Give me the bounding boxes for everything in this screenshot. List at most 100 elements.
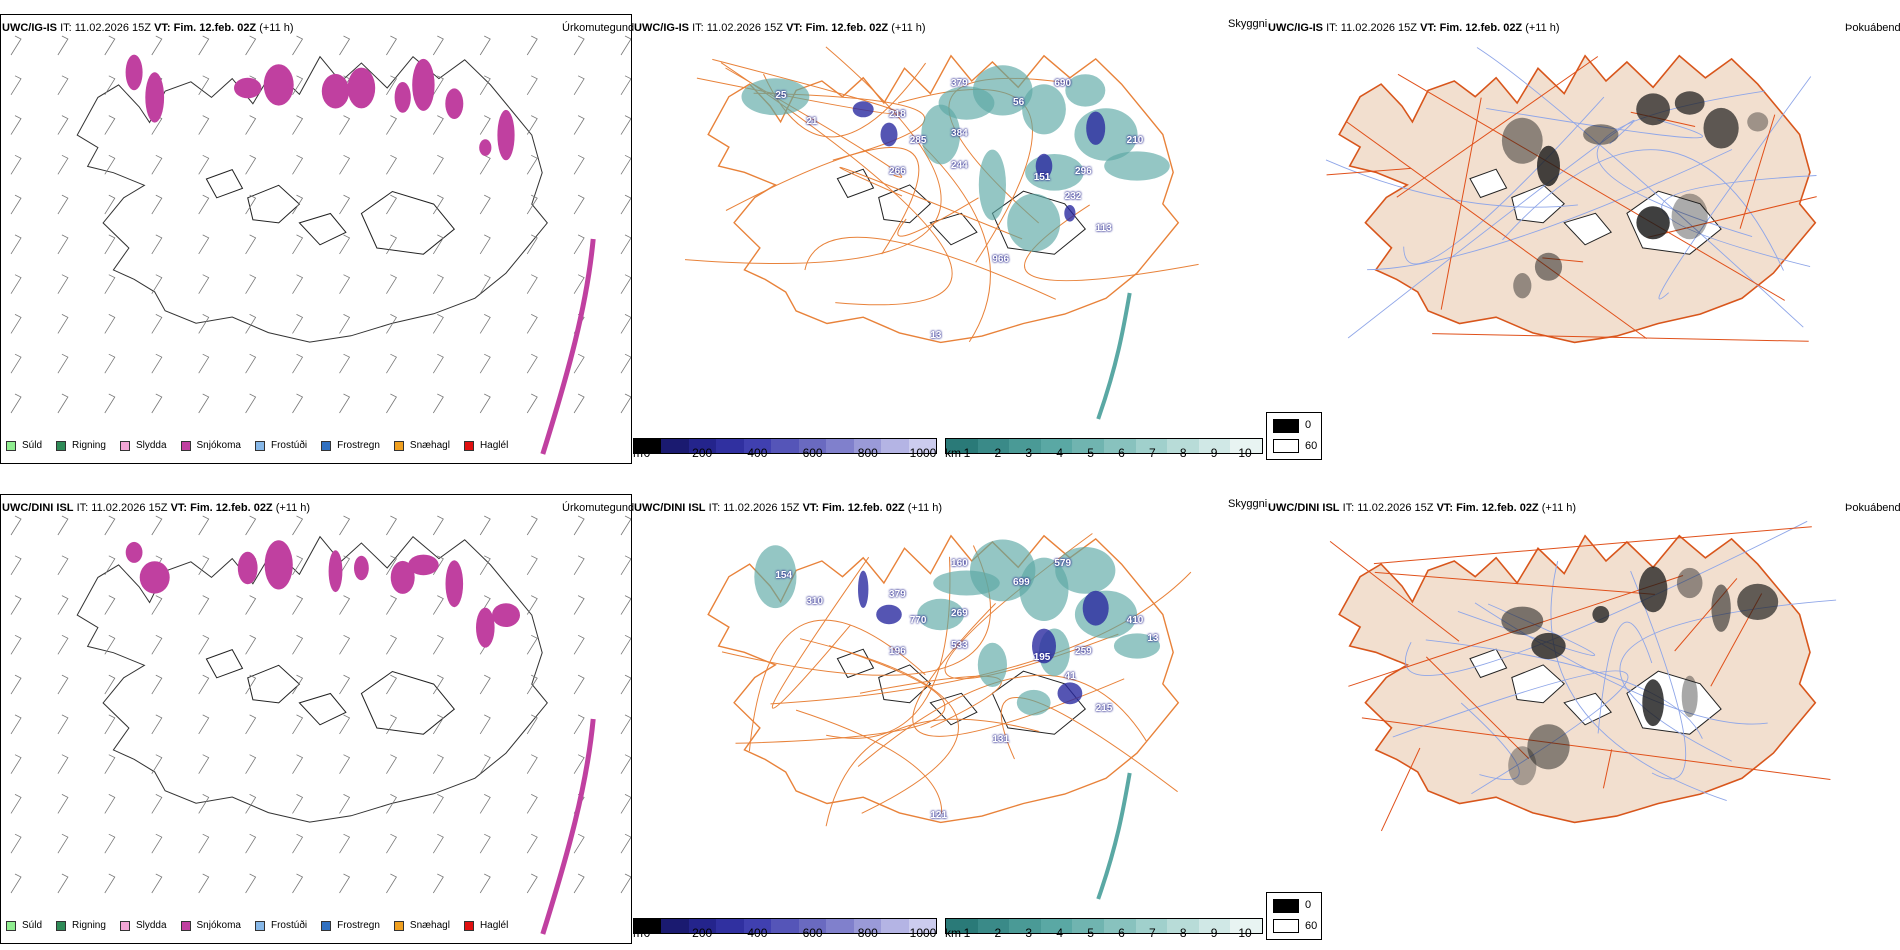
wind-barb bbox=[245, 634, 257, 655]
cloud-base-label: 244 bbox=[951, 159, 968, 171]
panel-title: UWC/IG-IS IT: 11.02.2026 15Z VT: Fim. 12… bbox=[634, 22, 926, 34]
glacier-outline bbox=[991, 190, 1087, 255]
wind-barb bbox=[573, 75, 585, 96]
colorbar-segment bbox=[1072, 919, 1104, 933]
wind-barb bbox=[386, 555, 397, 576]
wind-barb bbox=[10, 35, 22, 56]
wind-barb bbox=[620, 234, 631, 255]
road-line bbox=[770, 571, 1192, 705]
fog-indicator-area bbox=[1747, 112, 1769, 132]
wind-barb bbox=[198, 754, 210, 774]
colorbar-segment bbox=[1198, 919, 1231, 933]
wind-barb bbox=[479, 115, 491, 135]
it-label: IT: bbox=[692, 22, 704, 34]
cloud-base-label: 196 bbox=[889, 646, 906, 657]
wind-barb bbox=[292, 393, 304, 414]
wind-barb bbox=[386, 794, 397, 814]
cover-panel-bottom bbox=[1262, 494, 1900, 944]
cloud-base-label: 966 bbox=[992, 254, 1010, 266]
cloud-panel-bottom: 579 379 160 699 770 269 533 410 196 195 259 41 215 13… bbox=[632, 494, 1262, 944]
wind-barb bbox=[151, 794, 163, 814]
colorbar-tick-label: 6 bbox=[1118, 926, 1125, 940]
wind-barb bbox=[573, 754, 585, 774]
snow-precip-area bbox=[476, 607, 495, 648]
field-name-precip-type: Úrkomutegund bbox=[562, 502, 635, 514]
river-line bbox=[1367, 149, 1733, 271]
low-visibility-area bbox=[1055, 547, 1116, 594]
colorbar-segment bbox=[688, 439, 717, 453]
wind-barb bbox=[57, 794, 69, 814]
wind-barb bbox=[620, 873, 631, 894]
low-cloud-base-area bbox=[1086, 111, 1106, 145]
road-line bbox=[1739, 114, 1776, 229]
colorbar-segment bbox=[1230, 919, 1262, 933]
wind-barb bbox=[245, 274, 257, 294]
wind-barb bbox=[339, 35, 351, 56]
wind-barb bbox=[620, 35, 631, 56]
low-visibility-area bbox=[754, 545, 797, 609]
fog-indicator-area bbox=[1737, 583, 1779, 620]
colorbar-segment bbox=[853, 919, 882, 933]
glacier-outline bbox=[360, 190, 456, 255]
cloud-base-label: 379 bbox=[951, 77, 968, 89]
cloud-base-label: 269 bbox=[951, 608, 968, 620]
low-cloud-base-area bbox=[876, 604, 902, 625]
cloud-base-label: 259 bbox=[1075, 646, 1092, 657]
panel-title: UWC/DINI ISL IT: 11.02.2026 15Z VT: Fim.… bbox=[634, 502, 942, 514]
wind-barb bbox=[104, 595, 116, 615]
low-visibility-area bbox=[978, 149, 1006, 221]
model-name: UWC/IG-IS bbox=[1268, 22, 1323, 34]
glacier-outline bbox=[929, 692, 978, 726]
wind-barb bbox=[386, 194, 397, 215]
wind-barb bbox=[151, 154, 163, 175]
snow-precip-area bbox=[139, 561, 170, 594]
colorbar-segment bbox=[908, 439, 936, 453]
wind-barb bbox=[526, 35, 538, 56]
wind-barb bbox=[292, 274, 304, 294]
legend-swatch bbox=[180, 440, 191, 451]
wind-barb bbox=[339, 314, 351, 334]
colorbar-tick-label: 9 bbox=[1210, 926, 1218, 940]
wind-barb bbox=[198, 674, 210, 695]
wind-barb bbox=[479, 794, 491, 814]
wind-barb bbox=[151, 314, 163, 334]
glacier-outline bbox=[878, 664, 932, 704]
wind-barb bbox=[57, 75, 69, 96]
snow-precip-area bbox=[390, 560, 415, 594]
wind-barb bbox=[292, 115, 304, 135]
wind-barb bbox=[198, 595, 210, 615]
legend-min-label: 0 bbox=[1305, 899, 1312, 911]
wind-barb bbox=[245, 873, 257, 894]
glacier-outline bbox=[929, 212, 978, 246]
colorbar-segment bbox=[661, 919, 689, 933]
wind-barb bbox=[245, 353, 257, 374]
wind-barb bbox=[432, 674, 444, 695]
legend-swatch bbox=[119, 440, 130, 451]
wind-barb bbox=[57, 274, 69, 294]
wind-barb bbox=[151, 515, 163, 536]
vt-value: Fim. 12.feb. 02Z bbox=[173, 22, 257, 34]
wind-barb bbox=[245, 515, 257, 536]
wind-barb bbox=[386, 674, 397, 695]
river-line bbox=[1476, 47, 1804, 328]
wind-barb bbox=[198, 873, 210, 894]
lead-time: (+11 h) bbox=[1541, 502, 1577, 514]
colorbar-tick-label: 2 bbox=[994, 926, 1002, 940]
wind-barb bbox=[198, 634, 210, 655]
snow-precip-band bbox=[540, 718, 596, 935]
wind-barb bbox=[57, 194, 69, 215]
wind-barb bbox=[245, 794, 257, 814]
wind-barb bbox=[104, 154, 116, 175]
cloud-base-label: 13 bbox=[930, 329, 942, 341]
snow-precip-area bbox=[145, 72, 165, 123]
field-name-cloud: Skyggni bbox=[1228, 498, 1268, 510]
vt-value: Fim. 12.feb. 02Z bbox=[1456, 502, 1539, 514]
panel-title: UWC/IG-IS IT: 11.02.2026 15Z VT: Fim. 12… bbox=[1268, 22, 1560, 34]
road-line bbox=[1602, 749, 1613, 789]
it-label: IT: bbox=[76, 502, 89, 514]
legend-label: Frostúði bbox=[270, 920, 308, 931]
river-line bbox=[1597, 621, 1653, 734]
wind-barb bbox=[479, 393, 491, 414]
wind-barb bbox=[526, 873, 538, 894]
wind-barb bbox=[479, 75, 491, 96]
